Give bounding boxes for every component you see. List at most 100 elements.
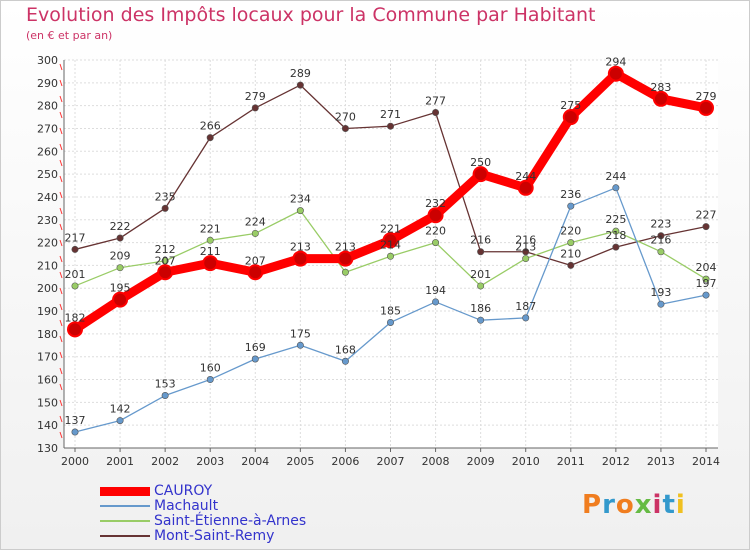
y-tick-label: 300 bbox=[37, 54, 58, 67]
y-tick-label: 220 bbox=[37, 237, 58, 250]
data-point bbox=[116, 234, 124, 242]
data-label: 279 bbox=[245, 90, 266, 103]
axis-decoration bbox=[59, 303, 63, 311]
data-label: 182 bbox=[65, 311, 86, 324]
x-tick-label: 2009 bbox=[467, 455, 495, 468]
y-tick-label: 160 bbox=[37, 374, 58, 387]
data-point bbox=[432, 108, 440, 116]
data-point bbox=[71, 245, 79, 253]
y-tick-label: 190 bbox=[37, 305, 58, 318]
y-tick-label: 130 bbox=[37, 442, 58, 455]
data-point bbox=[296, 207, 304, 215]
data-point bbox=[427, 207, 444, 224]
legend-swatch-cauroy bbox=[100, 487, 150, 496]
axis-decoration bbox=[59, 207, 63, 215]
x-tick-label: 2005 bbox=[286, 455, 314, 468]
data-label: 220 bbox=[425, 225, 446, 238]
data-point bbox=[206, 134, 214, 142]
data-label: 185 bbox=[380, 304, 401, 317]
legend-swatch-machault bbox=[100, 505, 150, 507]
data-label: 277 bbox=[425, 94, 446, 107]
data-point bbox=[112, 291, 129, 308]
axis-decoration bbox=[59, 79, 63, 87]
data-label: 201 bbox=[470, 268, 491, 281]
data-point bbox=[567, 239, 575, 247]
data-point bbox=[657, 300, 665, 308]
x-tick-label: 2007 bbox=[377, 455, 405, 468]
data-point bbox=[657, 232, 665, 240]
legend-label-machault: Machault bbox=[154, 498, 219, 514]
x-tick-label: 2012 bbox=[602, 455, 630, 468]
data-point bbox=[251, 104, 259, 112]
legend-label-cauroy: CAUROY bbox=[154, 483, 213, 499]
legend-swatch-saint-etienne bbox=[100, 520, 150, 522]
legend-label-mont-saint-remy: Mont-Saint-Remy bbox=[154, 528, 275, 544]
data-label: 214 bbox=[380, 238, 401, 251]
axis-decoration bbox=[59, 143, 63, 151]
data-point bbox=[206, 236, 214, 244]
data-label: 193 bbox=[650, 286, 671, 299]
data-label: 271 bbox=[380, 108, 401, 121]
x-tick-label: 2001 bbox=[106, 455, 134, 468]
data-point bbox=[202, 255, 219, 272]
data-label: 275 bbox=[560, 99, 581, 112]
data-point bbox=[251, 355, 259, 363]
data-point bbox=[562, 109, 579, 126]
data-label: 224 bbox=[245, 215, 266, 228]
data-point bbox=[702, 223, 710, 231]
y-tick-label: 150 bbox=[37, 396, 58, 409]
data-label: 204 bbox=[696, 261, 717, 274]
x-tick-label: 2013 bbox=[647, 455, 675, 468]
y-tick-label: 210 bbox=[37, 259, 58, 272]
data-point bbox=[477, 248, 485, 256]
data-point bbox=[157, 264, 174, 281]
data-point bbox=[698, 99, 714, 116]
data-point bbox=[386, 252, 394, 260]
data-point bbox=[161, 392, 169, 400]
data-label: 197 bbox=[696, 277, 717, 290]
axis-decoration bbox=[59, 239, 63, 247]
data-point bbox=[71, 428, 79, 436]
data-point bbox=[116, 417, 124, 425]
data-label: 175 bbox=[290, 327, 311, 340]
data-label: 236 bbox=[560, 188, 581, 201]
y-tick-label: 230 bbox=[37, 214, 58, 227]
axis-decoration bbox=[59, 271, 63, 279]
data-label: 194 bbox=[425, 284, 446, 297]
data-label: 207 bbox=[155, 254, 176, 267]
data-label: 201 bbox=[65, 268, 86, 281]
x-tick-label: 2006 bbox=[331, 455, 359, 468]
y-tick-label: 140 bbox=[37, 419, 58, 432]
data-label: 225 bbox=[605, 213, 626, 226]
data-label: 187 bbox=[515, 300, 536, 313]
data-label: 244 bbox=[605, 170, 626, 183]
axis-decoration bbox=[59, 111, 63, 119]
axis-decoration bbox=[59, 351, 63, 359]
data-label: 222 bbox=[110, 220, 131, 233]
logo-letter: i bbox=[675, 490, 686, 520]
data-label: 153 bbox=[155, 378, 176, 391]
axis-decoration bbox=[59, 415, 63, 423]
data-label: 235 bbox=[155, 190, 176, 203]
axis-decoration bbox=[59, 255, 63, 263]
series-3 bbox=[71, 81, 710, 269]
data-point bbox=[652, 90, 669, 107]
data-point bbox=[517, 179, 534, 196]
data-point bbox=[522, 255, 530, 263]
proxiti-logo: Proxiti bbox=[582, 490, 686, 520]
data-label: 221 bbox=[380, 222, 401, 235]
y-tick-label: 280 bbox=[37, 100, 58, 113]
data-label: 213 bbox=[335, 241, 356, 254]
data-label: 213 bbox=[290, 241, 311, 254]
data-label: 289 bbox=[290, 67, 311, 80]
data-point bbox=[116, 264, 124, 272]
y-tick-label: 200 bbox=[37, 282, 58, 295]
axis-decoration bbox=[59, 127, 63, 135]
data-point bbox=[702, 291, 710, 299]
data-label: 195 bbox=[110, 282, 131, 295]
x-tick-label: 2011 bbox=[557, 455, 585, 468]
data-label: 283 bbox=[650, 81, 671, 94]
plot-area: 130 140 150 160 170 180 190 200 210 220 230 240 250 2… bbox=[37, 54, 720, 468]
data-label: 221 bbox=[200, 222, 221, 235]
data-label: 218 bbox=[605, 229, 626, 242]
